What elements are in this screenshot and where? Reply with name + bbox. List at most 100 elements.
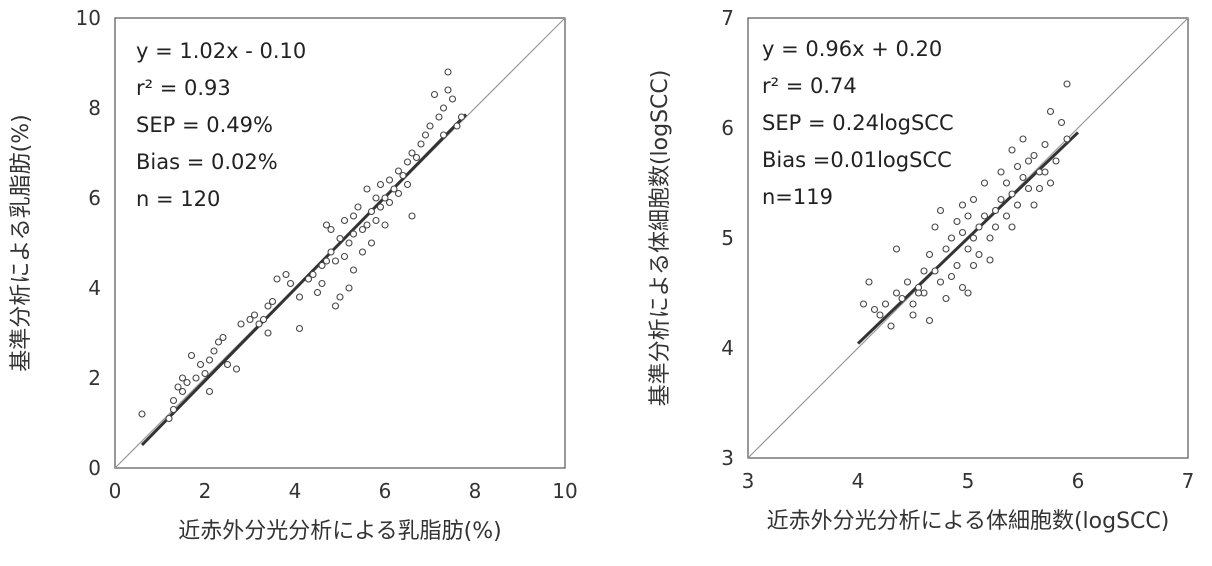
fat-data-point — [232, 365, 241, 373]
scc-x-tick-label: 3 — [742, 469, 755, 493]
scc-data-point — [903, 278, 912, 286]
fat-data-point — [426, 122, 434, 130]
scc-plot-frame — [747, 17, 1189, 459]
scc-x-axis-label: 近赤外分光分析による体細胞数(logSCC) — [767, 509, 1170, 534]
fat-data-point — [336, 234, 344, 243]
scc-data-point — [991, 206, 1000, 215]
fat-data-point — [363, 221, 371, 229]
fat-data-point — [349, 212, 358, 220]
scc-stat-line: r² = 0.74 — [762, 74, 857, 98]
fat-data-point — [327, 225, 335, 234]
scc-y-axis-label: 基準分析による体細胞数(logSCC) — [648, 70, 673, 407]
scc-data-point — [936, 206, 945, 215]
fat-data-point — [178, 387, 187, 396]
fat-stat-line: r² = 0.93 — [136, 76, 231, 100]
scc-data-point — [931, 223, 939, 231]
scc-data-point — [1041, 168, 1049, 176]
scc-stat-line: Bias =0.01logSCC — [762, 148, 952, 172]
fat-data-point — [349, 266, 358, 274]
fat-data-point — [322, 221, 331, 229]
fat-data-point — [255, 320, 263, 328]
scc-data-point — [958, 228, 967, 237]
fat-data-point — [273, 275, 281, 283]
fat-data-point — [183, 378, 191, 387]
fat-data-point — [318, 261, 326, 270]
scc-data-point — [931, 267, 939, 275]
fat-data-point — [345, 284, 353, 292]
scc-y-tick-label: 6 — [721, 116, 734, 140]
fat-data-point — [268, 297, 277, 306]
scc-data-point — [881, 300, 890, 308]
scc-data-point — [991, 223, 1000, 231]
scc-stat-line: SEP = 0.24logSCC — [762, 111, 954, 135]
scc-y-tick-label: 5 — [721, 226, 734, 250]
scc-data-point — [920, 267, 928, 275]
scc-data-point — [1019, 135, 1027, 143]
scc-data-point — [1013, 201, 1022, 209]
fat-data-point — [165, 414, 173, 423]
fat-data-point — [178, 374, 187, 382]
fat-data-point — [372, 216, 380, 225]
fat-data-point — [430, 90, 439, 99]
scc-data-point — [1030, 151, 1038, 160]
scc-data-point — [909, 311, 917, 319]
scc-data-point — [914, 289, 923, 297]
fat-x-axis-label: 近赤外分光分析による乳脂肪(%) — [178, 519, 501, 544]
scc-data-point — [953, 217, 961, 226]
scc-data-point — [964, 289, 972, 297]
fat-y-axis-label: 基準分析による乳脂肪(%) — [9, 114, 34, 371]
scc-data-point — [986, 234, 994, 242]
fat-data-point — [196, 360, 205, 369]
scc-data-point — [1002, 212, 1011, 220]
scc-data-point — [958, 283, 967, 292]
scc-stat-line: y = 0.96x + 0.20 — [762, 37, 942, 61]
fat-data-point — [187, 351, 196, 360]
scc-data-point — [898, 294, 906, 303]
fat-data-point — [345, 239, 353, 247]
fat-data-point — [264, 329, 272, 337]
fat-data-point — [457, 113, 466, 121]
scc-x-tick-label: 7 — [1182, 469, 1195, 493]
scc-data-point — [986, 256, 994, 264]
fat-data-point — [318, 279, 326, 288]
fat-data-point — [403, 158, 412, 166]
fat-data-point — [138, 410, 146, 418]
fat-data-point — [439, 131, 448, 139]
scc-data-point — [1008, 223, 1016, 231]
scc-data-point — [1008, 190, 1016, 198]
scc-data-point — [1063, 80, 1071, 88]
fat-x-tick-label: 4 — [289, 479, 302, 503]
fat-data-point — [403, 180, 412, 189]
fat-stat-line: n = 120 — [136, 187, 220, 211]
fat-data-point — [295, 293, 304, 301]
scc-data-point — [969, 261, 978, 270]
fat-x-tick-label: 2 — [199, 479, 212, 503]
scc-data-point — [997, 168, 1005, 176]
scc-data-point — [1046, 107, 1055, 116]
scc-data-point — [964, 245, 972, 253]
fat-data-point — [210, 347, 218, 355]
fat-stat-line: SEP = 0.49% — [136, 113, 273, 137]
fat-data-point — [336, 293, 344, 301]
scc-data-point — [925, 250, 934, 259]
scc-y-tick-label: 7 — [721, 6, 734, 30]
fat-data-point — [250, 311, 259, 319]
fat-data-point — [439, 104, 448, 112]
fat-data-point — [313, 288, 322, 297]
scc-data-point — [953, 261, 961, 270]
scc-data-point — [942, 294, 950, 303]
fat-y-tick-label: 2 — [88, 366, 101, 390]
fat-plot-frame — [114, 17, 566, 469]
fat-scatter-chart: 0 2 4 6 8 10 0 2 4 6 8 10 近赤外分光分析による乳脂肪(%) 基準分析による乳脂肪… — [9, 6, 578, 544]
scc-data-point — [870, 305, 879, 314]
fat-data-point — [201, 369, 209, 378]
fat-data-point — [417, 140, 425, 148]
fat-data-point — [385, 176, 394, 184]
fat-data-point — [367, 207, 376, 216]
fat-data-point — [372, 194, 380, 202]
scc-data-point — [997, 195, 1005, 204]
scc-data-point — [1052, 157, 1060, 165]
scc-stat-line: n=119 — [762, 185, 833, 209]
fat-x-tick-label: 0 — [109, 479, 122, 503]
fat-data-point — [435, 113, 443, 121]
